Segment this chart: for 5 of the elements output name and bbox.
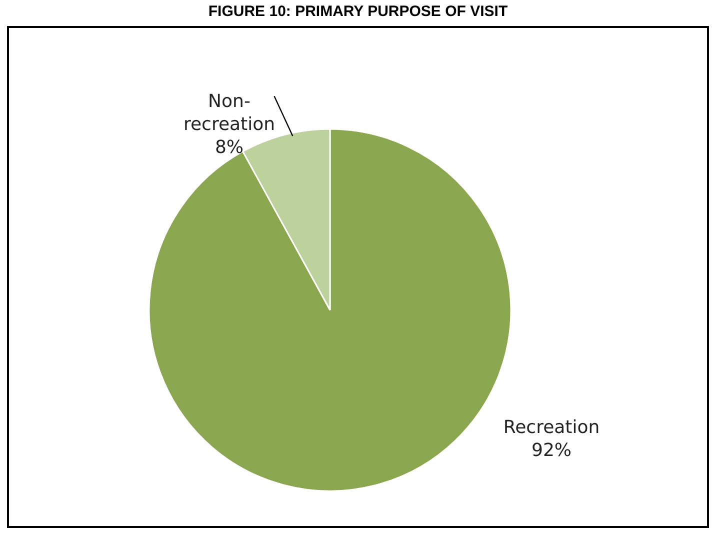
data-label: 8% xyxy=(214,137,244,158)
slice-label: Non-recreation xyxy=(183,91,276,136)
chart-title: FIGURE 10: PRIMARY PURPOSE OF VISIT xyxy=(208,3,508,20)
slice-label: Recreation xyxy=(503,417,600,438)
data-label: 92% xyxy=(532,440,572,462)
